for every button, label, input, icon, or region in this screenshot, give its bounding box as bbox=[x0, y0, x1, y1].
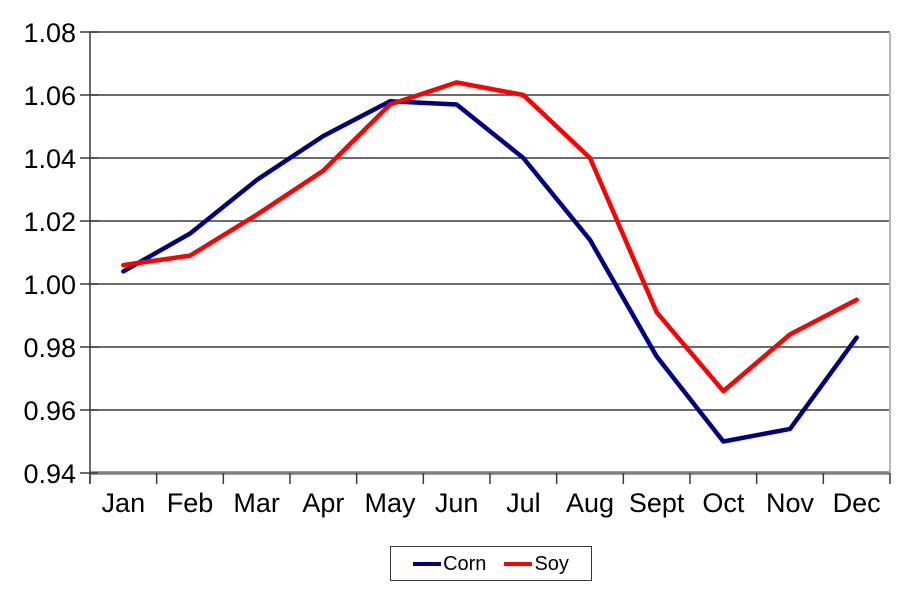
x-tick-label-jan: Jan bbox=[102, 488, 146, 518]
x-tick-label-feb: Feb bbox=[167, 488, 214, 518]
y-tick-label-1.08: 1.08 bbox=[23, 18, 76, 48]
legend-label-soy: Soy bbox=[534, 552, 569, 575]
soy-line-swatch bbox=[504, 561, 533, 566]
legend: Corn Soy bbox=[390, 546, 592, 581]
soy-line bbox=[121, 80, 859, 394]
x-tick-label-jul: Jul bbox=[506, 488, 541, 518]
x-tick-label-sept: Sept bbox=[629, 488, 685, 518]
x-tick-label-dec: Dec bbox=[833, 488, 881, 518]
y-tick-label-0.94: 0.94 bbox=[23, 459, 76, 489]
corn-line bbox=[121, 99, 859, 444]
y-tick-label-1.04: 1.04 bbox=[23, 144, 76, 174]
x-tick-label-mar: Mar bbox=[233, 488, 280, 518]
legend-item-corn: Corn bbox=[413, 554, 486, 574]
y-tick-label-1.02: 1.02 bbox=[23, 207, 76, 237]
y-tick-label-1.00: 1.00 bbox=[23, 270, 76, 300]
y-tick-label-0.96: 0.96 bbox=[23, 396, 76, 426]
x-tick-label-nov: Nov bbox=[766, 488, 815, 518]
x-tick-label-may: May bbox=[364, 488, 416, 518]
x-tick-label-apr: Apr bbox=[302, 488, 344, 518]
x-tick-label-aug: Aug bbox=[566, 488, 614, 518]
legend-item-soy: Soy bbox=[504, 552, 569, 575]
corn-line-swatch bbox=[413, 561, 442, 566]
y-tick-label-0.98: 0.98 bbox=[23, 333, 76, 363]
y-tick-label-1.06: 1.06 bbox=[23, 81, 76, 111]
x-tick-label-jun: Jun bbox=[435, 488, 479, 518]
legend-label-corn: Corn bbox=[443, 552, 487, 575]
x-tick-label-oct: Oct bbox=[702, 488, 745, 518]
